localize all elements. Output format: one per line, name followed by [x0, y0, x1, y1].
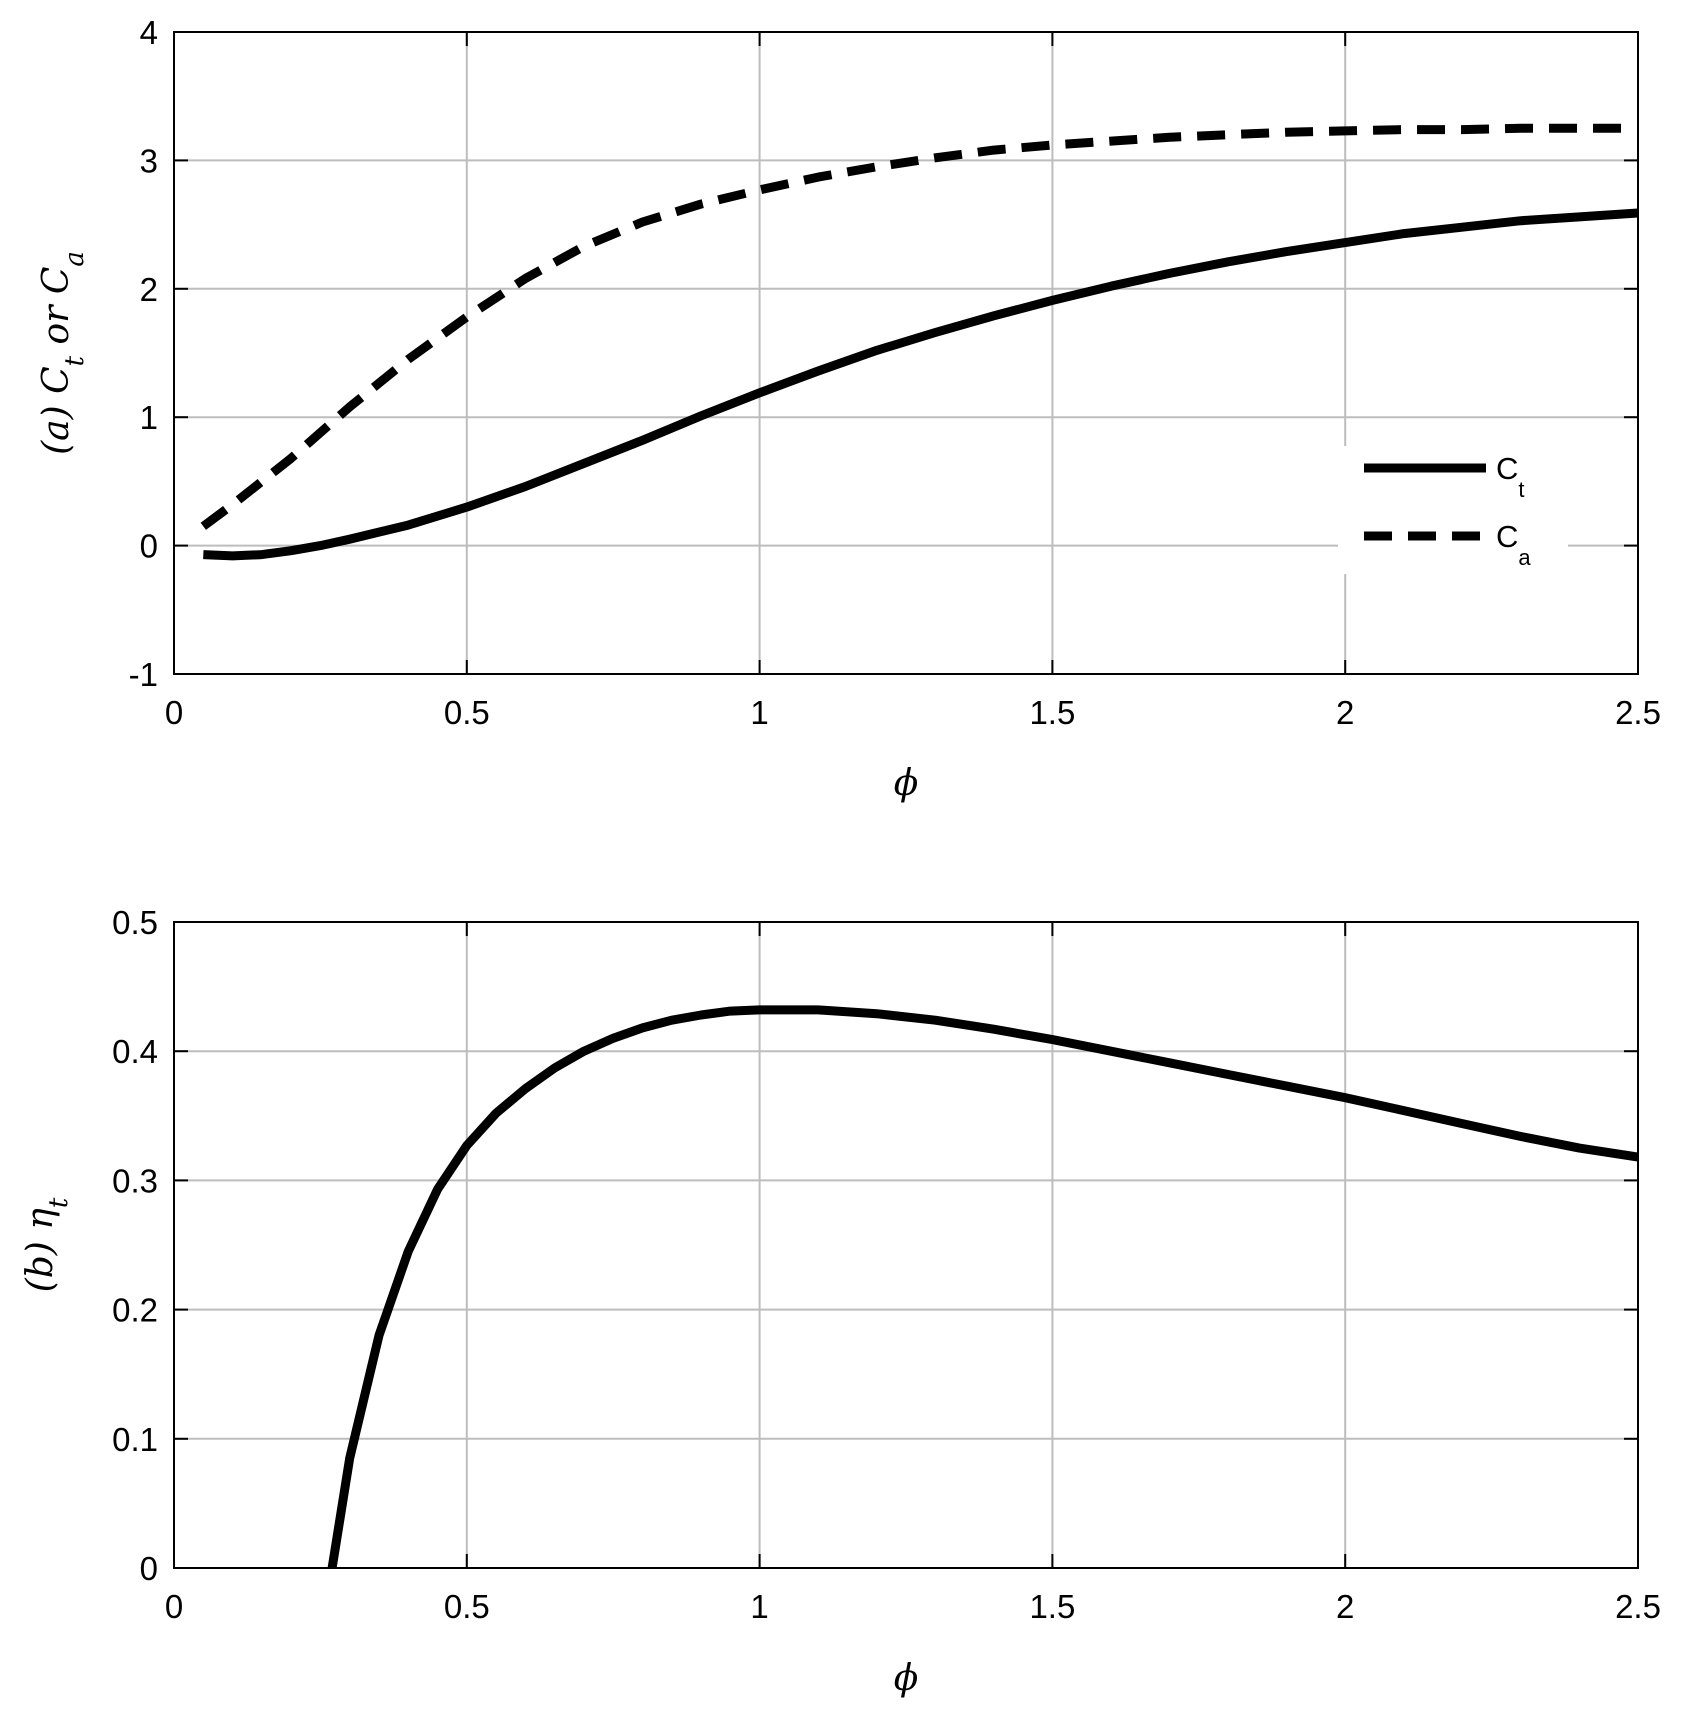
plot-b: 0 0.5 1 1.5 2 2.5 0 0.1 0.2 0.3 0.4 0.5 ϕ (b) ηt — [20, 904, 1661, 1699]
plot-b-y-tick-label: 0.5 — [112, 904, 158, 941]
plot-b-y-tick-label: 0.4 — [112, 1033, 158, 1070]
plot-a-y-axis-label: (a) Ct or Ca — [36, 251, 90, 455]
plot-b-y-axis-label: (b) ηt — [20, 1197, 74, 1292]
plot-a-y-tick-label: 4 — [140, 14, 158, 51]
plot-a-x-tick-label: 0 — [165, 694, 183, 731]
plot-a-y-tick-label: -1 — [129, 656, 158, 693]
plot-b-y-tick-label: 0.1 — [112, 1421, 158, 1458]
plot-b-y-tick-label: 0.2 — [112, 1292, 158, 1329]
plot-a-legend-label: Ct — [1496, 451, 1525, 502]
plot-a-legend-label: Ca — [1496, 519, 1531, 570]
plot-a-legend: Ct Ca — [1338, 446, 1568, 574]
plot-a-x-tick-label: 1 — [750, 694, 768, 731]
plot-a-y-tick-label: 1 — [140, 399, 158, 436]
plot-a-x-tick-label: 1.5 — [1029, 694, 1075, 731]
plot-b-axes-box — [173, 921, 1639, 1569]
plot-b-y-tick-label: 0 — [140, 1550, 158, 1587]
plot-a-x-tick-label: 2.5 — [1615, 694, 1661, 731]
plot-b-x-tick-label: 0 — [165, 1588, 183, 1625]
plot-a-series-dashed-line — [200, 123, 1638, 530]
plot-a-axes-box — [173, 31, 1639, 675]
plot-a-x-tick-label: 2 — [1336, 694, 1354, 731]
plot-a-y-tick-label: 2 — [140, 271, 158, 308]
plot-b-x-tick-label: 1 — [750, 1588, 768, 1625]
plot-a-series-solid-line — [203, 208, 1639, 561]
plot-a-y-tick-label: 3 — [140, 142, 158, 179]
plot-b-x-axis-label: ϕ — [894, 1658, 919, 1699]
plot-b-x-tick-label: 0.5 — [444, 1588, 490, 1625]
plot-b-x-tick-label: 1.5 — [1029, 1588, 1075, 1625]
plot-b-x-tick-label: 2.5 — [1615, 1588, 1661, 1625]
plot-b-x-tick-label: 2 — [1336, 1588, 1354, 1625]
plot-a-x-axis-label: ϕ — [894, 763, 919, 804]
plot-b-y-tick-label: 0.3 — [112, 1162, 158, 1199]
plot-a-x-tick-label: 0.5 — [444, 694, 490, 731]
plot-a-y-tick-label: 0 — [140, 528, 158, 565]
plot-b-series-solid-line — [327, 1005, 1639, 1569]
